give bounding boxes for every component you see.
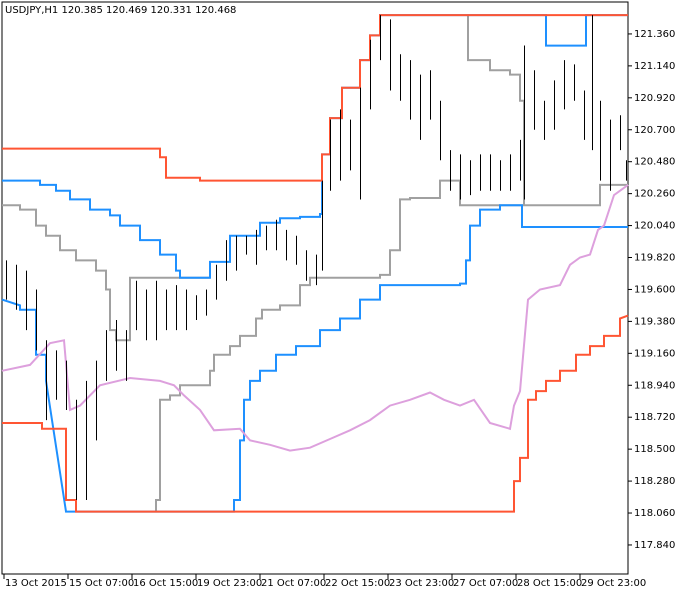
x-tick-label: 23 Oct 23:00 [389, 578, 454, 589]
y-tick-label: 119.380 [634, 316, 675, 327]
x-tick-label: 19 Oct 23:00 [197, 578, 262, 589]
y-tick-label: 118.060 [634, 508, 675, 519]
y-tick-label: 119.160 [634, 348, 675, 359]
y-tick-label: 121.360 [634, 29, 675, 40]
y-tick-label: 118.940 [634, 380, 675, 391]
x-tick-label: 22 Oct 15:00 [325, 578, 390, 589]
x-tick-label: 29 Oct 23:00 [581, 578, 646, 589]
indicator-line [1, 184, 629, 452]
y-tick-label: 120.260 [634, 189, 675, 200]
y-tick-label: 118.720 [634, 412, 675, 423]
y-tick-label: 120.040 [634, 221, 675, 232]
y-tick-label: 119.820 [634, 253, 675, 264]
y-tick-label: 121.140 [634, 61, 675, 72]
x-tick-label: 16 Oct 15:00 [133, 578, 198, 589]
x-tick-label: 15 Oct 07:00 [69, 578, 134, 589]
y-tick-label: 120.480 [634, 157, 675, 168]
x-tick-label: 27 Oct 07:00 [453, 578, 518, 589]
y-tick-label: 119.600 [634, 284, 675, 295]
indicator-line [1, 204, 628, 513]
y-tick-label: 120.700 [634, 125, 675, 136]
y-tick-label: 118.500 [634, 444, 675, 455]
x-tick-label: 13 Oct 2015 [5, 578, 67, 589]
x-tick-label: 28 Oct 15:00 [517, 578, 582, 589]
y-tick-label: 117.840 [634, 540, 675, 551]
x-tick-label: 21 Oct 07:00 [261, 578, 326, 589]
y-tick-label: 120.920 [634, 93, 675, 104]
chart-title: USDJPY,H1 120.385 120.469 120.331 120.46… [5, 5, 236, 16]
y-tick-label: 118.280 [634, 476, 675, 487]
indicator-line [2, 314, 629, 513]
